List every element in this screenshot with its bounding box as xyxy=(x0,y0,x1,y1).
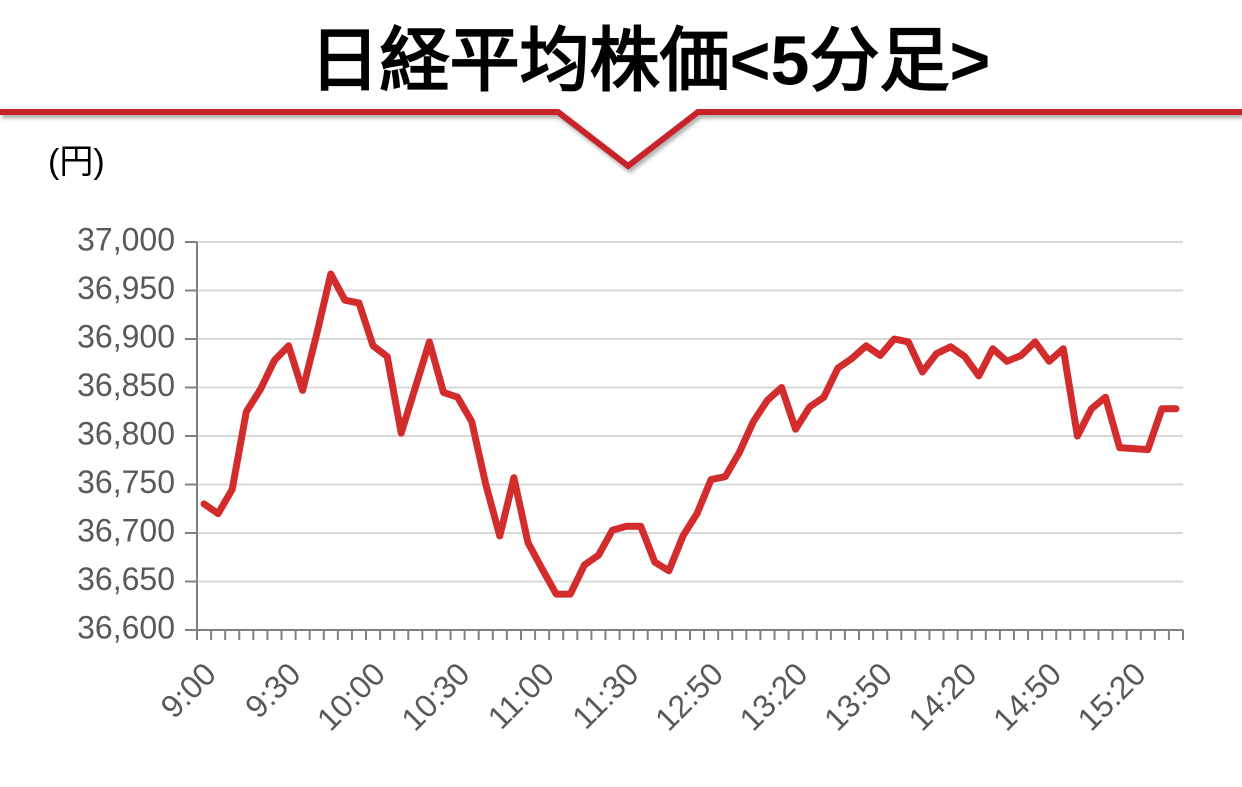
chart-title: 日経平均株価<5分足> xyxy=(310,21,991,99)
x-tick-label: 11:30 xyxy=(565,655,645,735)
x-tick-label: 13:20 xyxy=(732,655,814,737)
x-tick-label: 13:50 xyxy=(817,655,899,737)
title-rule xyxy=(0,109,1242,170)
x-tick-label: 11:00 xyxy=(481,655,561,735)
x-tick-label: 10:00 xyxy=(310,655,392,737)
y-tick-label: 36,850 xyxy=(77,367,175,403)
x-tick-label: 14:50 xyxy=(986,655,1068,737)
x-tick-label: 12:50 xyxy=(648,655,730,737)
x-tick-label: 9:00 xyxy=(153,655,222,724)
y-tick-label: 36,650 xyxy=(77,561,175,597)
y-tick-label: 36,800 xyxy=(77,415,175,451)
x-tick-label: 15:20 xyxy=(1071,655,1153,737)
x-tick-label: 9:30 xyxy=(238,655,307,724)
y-tick-label: 36,750 xyxy=(77,464,175,500)
x-tick-label: 14:20 xyxy=(902,655,984,737)
y-tick-label: 36,600 xyxy=(77,609,175,645)
x-tick-label: 10:30 xyxy=(394,655,476,737)
y-tick-label: 36,700 xyxy=(77,512,175,548)
y-tick-label: 37,000 xyxy=(77,221,175,257)
y-axis-label: (円) xyxy=(48,143,105,181)
y-tick-label: 36,950 xyxy=(77,270,175,306)
line-series xyxy=(200,270,1180,598)
y-tick-label: 36,900 xyxy=(77,318,175,354)
